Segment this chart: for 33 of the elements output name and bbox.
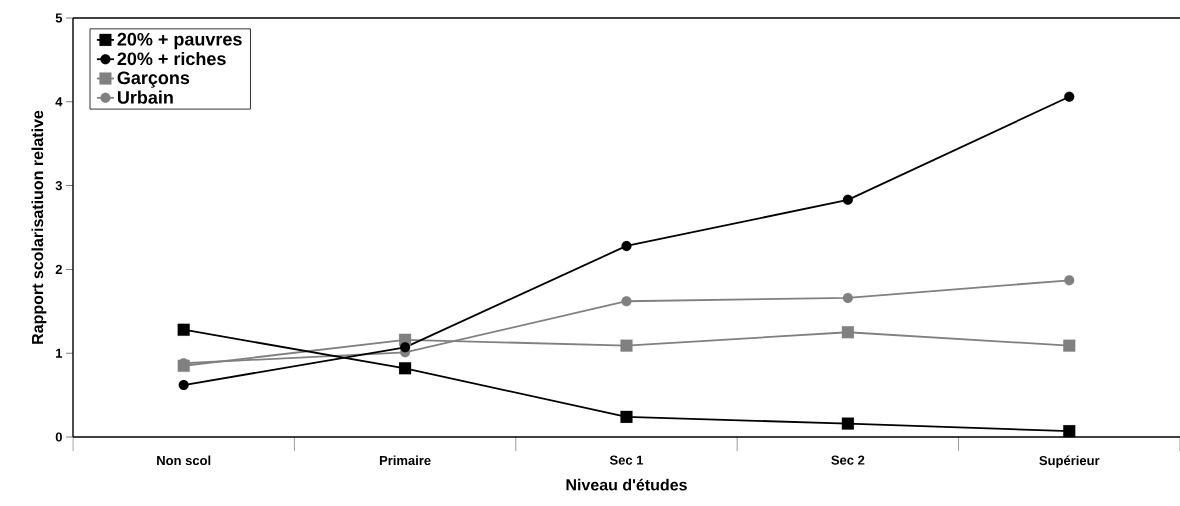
point	[1063, 425, 1076, 438]
y-tick-label: 2	[55, 264, 62, 274]
point	[621, 296, 632, 307]
point	[620, 339, 633, 352]
x-tick-label: Sec 2	[831, 455, 865, 465]
point	[841, 326, 854, 339]
y-tick-label: 5	[55, 13, 63, 23]
y-tick-label: 0	[55, 432, 62, 442]
y-axis-title: Rapport scolarisatiuon relative	[31, 110, 47, 344]
legend-label: Urbain	[117, 90, 173, 104]
point	[841, 417, 854, 430]
point	[400, 342, 411, 353]
point	[1064, 91, 1075, 102]
x-tick-label: Sec 1	[609, 455, 644, 465]
point	[842, 194, 853, 205]
legend-label: 20% + riches	[117, 51, 226, 66]
y-tick-label: 3	[55, 180, 62, 191]
point	[1063, 339, 1076, 352]
y-tick-label: 4	[55, 97, 63, 107]
point	[399, 362, 412, 375]
x-tick-label: Supérieur	[1039, 455, 1100, 468]
point	[178, 379, 189, 391]
point	[620, 410, 633, 423]
point	[842, 292, 853, 303]
x-tick-label: Primaire	[379, 455, 431, 466]
legend-label: 20% + pauvres	[117, 32, 242, 50]
legend-label: Garçons	[117, 71, 190, 88]
x-tick-label: Non scol	[157, 455, 211, 466]
y-tick-label: 1	[56, 348, 63, 358]
point	[177, 323, 190, 336]
x-axis-title: Niveau d'études	[566, 478, 687, 491]
point	[1064, 275, 1075, 286]
point	[621, 240, 632, 251]
